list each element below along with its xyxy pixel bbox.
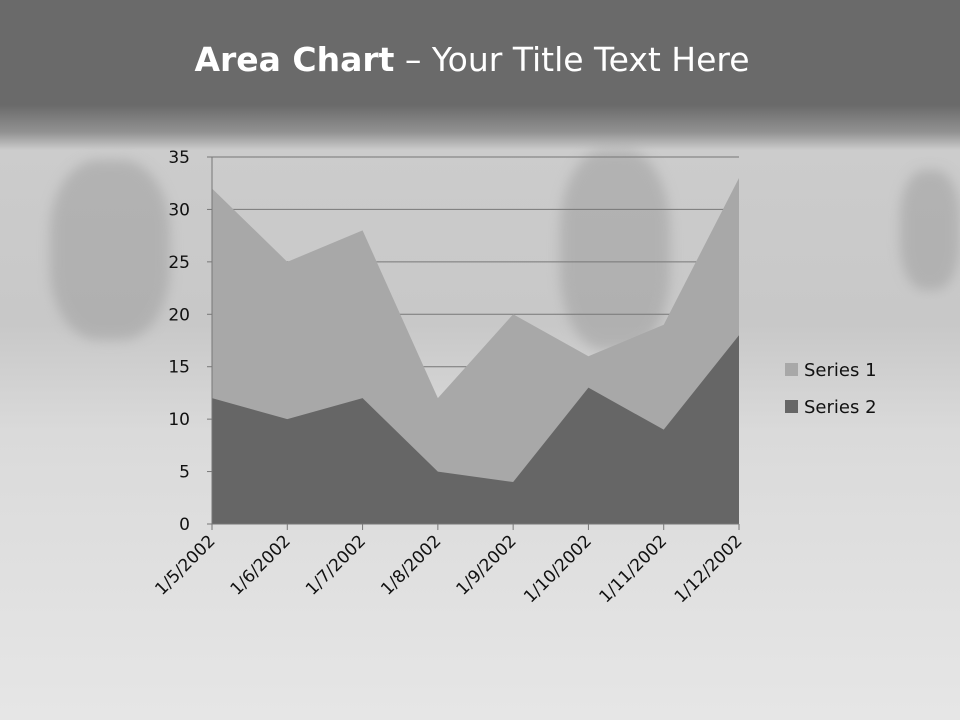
area-series-2 [212, 335, 739, 524]
background-photo-figure [560, 150, 670, 350]
y-tick-label: 0 [179, 515, 190, 535]
legend-swatch [785, 400, 798, 413]
x-tick-label: 1/9/2002 [453, 531, 521, 599]
legend-label: Series 2 [804, 397, 877, 418]
y-tick-label: 15 [168, 358, 190, 378]
background-photo-figure [50, 160, 170, 340]
x-tick-label: 1/7/2002 [302, 531, 370, 599]
x-tick-label: 1/12/2002 [671, 531, 747, 607]
y-tick-label: 35 [168, 148, 190, 168]
x-tick-label: 1/8/2002 [377, 531, 445, 599]
x-tick-label: 1/5/2002 [151, 531, 219, 599]
y-tick-label: 20 [168, 305, 190, 325]
background-photo-figure [900, 170, 960, 290]
y-tick-label: 30 [168, 200, 190, 220]
y-tick-label: 25 [168, 253, 190, 273]
x-tick-label: 1/10/2002 [520, 531, 596, 607]
y-tick-label: 5 [179, 463, 190, 483]
x-tick-label: 1/11/2002 [595, 531, 671, 607]
title-bold: Area Chart [194, 40, 395, 79]
slide-title: Area Chart – Your Title Text Here [0, 40, 944, 79]
y-tick-label: 10 [168, 410, 190, 430]
legend-swatch [785, 363, 798, 376]
title-bar [0, 0, 960, 150]
x-tick-label: 1/6/2002 [227, 531, 295, 599]
legend-label: Series 1 [804, 360, 877, 381]
title-rest: – Your Title Text Here [394, 40, 750, 79]
